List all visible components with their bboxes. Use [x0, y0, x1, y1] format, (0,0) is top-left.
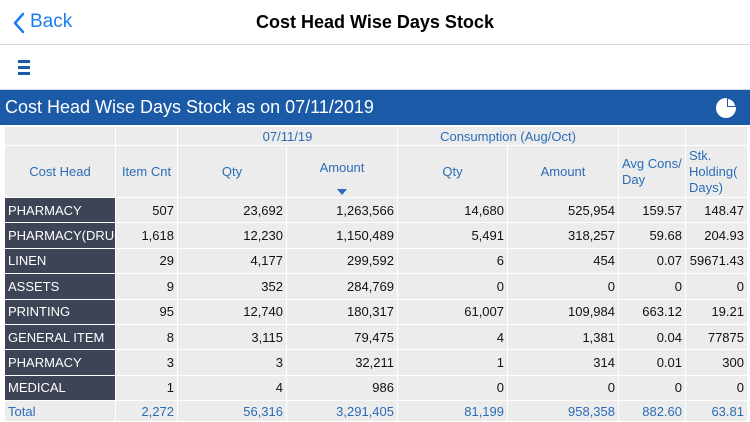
data-cell: 0	[619, 375, 686, 402]
data-cell: 8	[116, 325, 178, 351]
data-cell: 3	[116, 350, 178, 376]
total-cell: 882.60	[619, 401, 686, 422]
data-cell: 23,692	[178, 198, 287, 224]
sort-indicator[interactable]	[337, 189, 347, 195]
data-cell: 5,491	[398, 223, 508, 249]
row-label: LINEN	[5, 248, 116, 275]
group-header: Consumption (Aug/Oct)	[398, 127, 619, 146]
data-cell: 14,680	[398, 198, 508, 224]
data-cell: 1,150,489	[287, 223, 398, 249]
data-cell: 0	[508, 375, 619, 402]
header-blank	[619, 127, 686, 146]
row-label: PHARMACY	[5, 198, 116, 224]
total-cell: 2,272	[116, 401, 178, 422]
data-cell: 299,592	[287, 248, 398, 275]
chart-icon[interactable]	[715, 97, 737, 119]
column-header: Amount	[508, 146, 619, 198]
data-cell: 318,257	[508, 223, 619, 249]
data-cell: 0.07	[619, 248, 686, 275]
data-cell: 284,769	[287, 274, 398, 300]
data-cell: 1,618	[116, 223, 178, 249]
column-header: Qty	[178, 146, 287, 198]
row-label: GENERAL ITEM	[5, 325, 116, 351]
nav-bar: Back Cost Head Wise Days Stock	[0, 0, 750, 45]
data-cell: 148.47	[686, 198, 748, 224]
data-cell: 1	[398, 350, 508, 376]
header-blank	[116, 127, 178, 146]
data-cell: 1,263,566	[287, 198, 398, 224]
total-cell: 63.81	[686, 401, 748, 422]
column-header: Stk. Holding( Days)	[686, 146, 748, 198]
data-cell: 4,177	[178, 248, 287, 275]
data-cell: 19.21	[686, 299, 748, 325]
total-cell: 958,358	[508, 401, 619, 422]
report-banner: Cost Head Wise Days Stock as on 07/11/20…	[0, 90, 750, 125]
column-header: Cost Head	[5, 146, 116, 198]
data-cell: 95	[116, 299, 178, 325]
total-cell: 3,291,405	[287, 401, 398, 422]
data-cell: 300	[686, 350, 748, 376]
row-label: PRINTING	[5, 299, 116, 325]
column-header: Avg Cons/ Day	[619, 146, 686, 198]
data-cell: 0	[686, 375, 748, 402]
data-cell: 159.57	[619, 198, 686, 224]
data-cell: 4	[398, 325, 508, 351]
data-cell: 59.68	[619, 223, 686, 249]
data-cell: 180,317	[287, 299, 398, 325]
data-cell: 0	[398, 375, 508, 402]
data-cell: 12,230	[178, 223, 287, 249]
header-blank	[5, 127, 116, 146]
total-cell: 56,316	[178, 401, 287, 422]
data-cell: 3	[178, 350, 287, 376]
data-cell: 204.93	[686, 223, 748, 249]
data-cell: 61,007	[398, 299, 508, 325]
header-blank	[686, 127, 748, 146]
data-cell: 4	[178, 375, 287, 402]
row-label: PHARMACY(DRUG	[5, 223, 116, 249]
data-cell: 0.04	[619, 325, 686, 351]
data-cell: 32,211	[287, 350, 398, 376]
menu-icon[interactable]	[18, 59, 32, 77]
data-cell: 9	[116, 274, 178, 300]
row-label: PHARMACY	[5, 350, 116, 376]
row-label: ASSETS	[5, 274, 116, 300]
data-cell: 0.01	[619, 350, 686, 376]
total-label: Total	[5, 401, 116, 422]
data-cell: 1	[116, 375, 178, 402]
data-cell: 314	[508, 350, 619, 376]
data-cell: 986	[287, 375, 398, 402]
back-button[interactable]: Back	[30, 11, 73, 32]
data-cell: 12,740	[178, 299, 287, 325]
data-cell: 0	[619, 274, 686, 300]
column-header: Amount	[287, 146, 398, 198]
toolbar	[0, 46, 750, 90]
report-title: Cost Head Wise Days Stock as on 07/11/20…	[5, 97, 374, 117]
data-cell: 0	[508, 274, 619, 300]
data-cell: 29	[116, 248, 178, 275]
data-cell: 663.12	[619, 299, 686, 325]
data-cell: 59671.43	[686, 248, 748, 275]
row-label: MEDICAL	[5, 375, 116, 402]
data-cell: 0	[686, 274, 748, 300]
data-cell: 454	[508, 248, 619, 275]
data-cell: 0	[398, 274, 508, 300]
data-cell: 79,475	[287, 325, 398, 351]
back-chevron[interactable]	[12, 12, 26, 34]
data-cell: 6	[398, 248, 508, 275]
data-cell: 77875	[686, 325, 748, 351]
data-cell: 1,381	[508, 325, 619, 351]
data-cell: 352	[178, 274, 287, 300]
page-title: Cost Head Wise Days Stock	[256, 12, 494, 32]
group-header: 07/11/19	[178, 127, 398, 146]
data-cell: 507	[116, 198, 178, 224]
data-cell: 109,984	[508, 299, 619, 325]
column-header: Qty	[398, 146, 508, 198]
data-cell: 525,954	[508, 198, 619, 224]
total-cell: 81,199	[398, 401, 508, 422]
data-cell: 3,115	[178, 325, 287, 351]
column-header: Item Cnt	[116, 146, 178, 198]
